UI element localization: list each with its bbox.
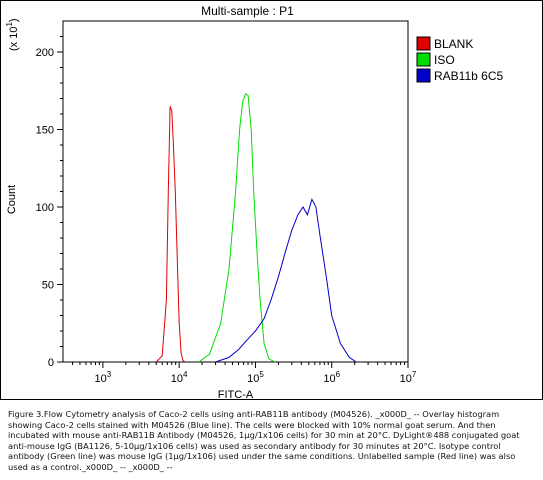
y-tick-label: 200 [36, 47, 54, 59]
figure-caption: Figure 3.Flow Cytometry analysis of Caco… [8, 409, 523, 472]
x-axis-label: FITC-A [218, 389, 254, 401]
chart-frame: Multi-sample : P1 0 50 100 150 200 103 104 105 10… [0, 0, 543, 401]
flow-cytometry-histogram: Multi-sample : P1 0 50 100 150 200 103 104 105 10… [5, 4, 503, 401]
legend-swatch [416, 36, 431, 51]
legend-label: BLANK [434, 37, 473, 51]
x-tick-label: 106 [323, 370, 340, 385]
series-line-rab11b-6c5 [215, 197, 357, 362]
y-axis-label: Count [6, 185, 18, 214]
legend-swatch [416, 68, 431, 83]
x-tick-label: 104 [171, 370, 188, 385]
y-tick-label: 150 [36, 125, 54, 137]
legend-swatch [416, 52, 431, 67]
x-tick-label: 107 [400, 370, 417, 385]
y-scale-factor: (x 101) [5, 18, 20, 51]
chart-title: Multi-sample : P1 [201, 4, 294, 18]
y-tick-label: 50 [42, 280, 54, 292]
y-tick-label: 0 [48, 357, 54, 369]
series-line-iso [198, 93, 276, 362]
x-tick-label: 103 [95, 370, 112, 385]
legend-label: ISO [434, 53, 455, 67]
series-line-blank [155, 106, 186, 362]
legend-label: RAB11b 6C5 [434, 69, 503, 83]
y-tick-label: 100 [36, 202, 54, 214]
x-tick-label: 105 [247, 370, 264, 385]
